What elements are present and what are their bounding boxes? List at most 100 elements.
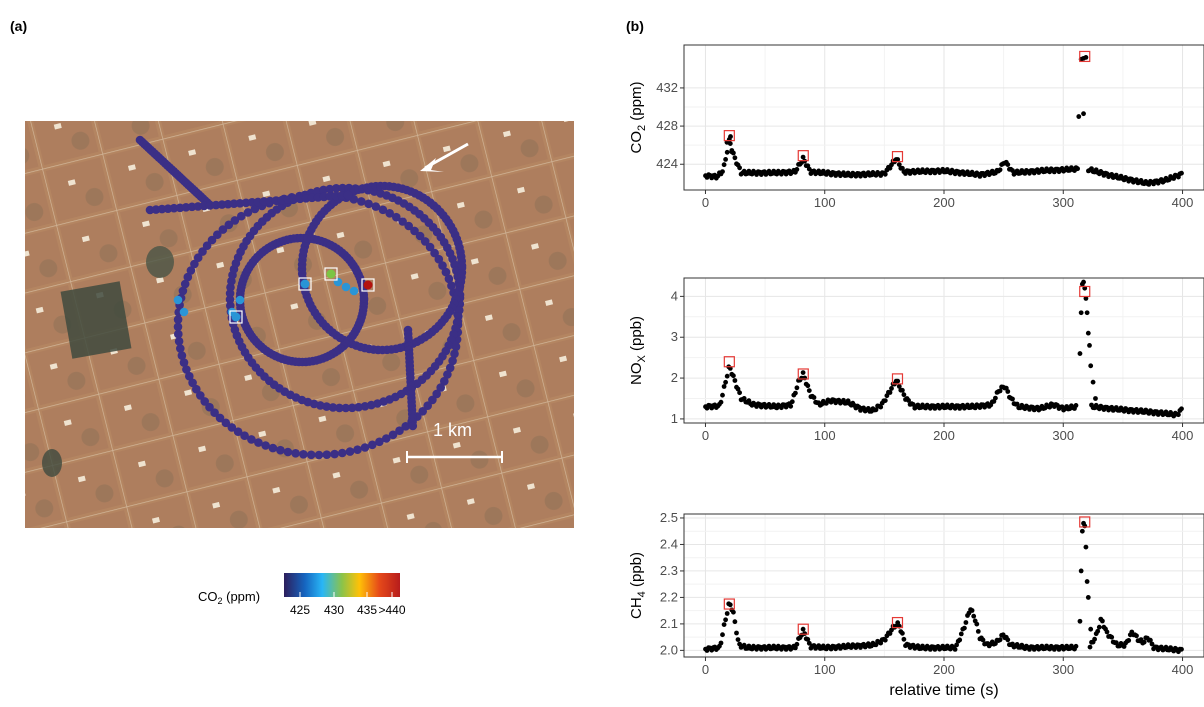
peak-marker-box <box>361 278 375 292</box>
x-tick-label: 400 <box>1172 195 1194 210</box>
data-point <box>741 396 747 401</box>
data-point <box>1073 403 1079 408</box>
track-point-elevated <box>235 295 245 305</box>
y-tick-label: 4 <box>671 288 678 303</box>
panel-co: 0 100 200 300 400 424 428 432 CO2 (ppm) <box>628 44 1204 210</box>
data-point <box>952 647 958 652</box>
data-point <box>1083 55 1089 60</box>
data-point <box>882 398 888 403</box>
track-point <box>368 440 377 450</box>
peak-marker <box>1079 285 1091 298</box>
track-point <box>225 289 235 298</box>
peak-marker-box <box>298 277 312 291</box>
track-point <box>182 365 191 374</box>
x-tick-label: 0 <box>702 195 709 210</box>
data-point <box>896 384 902 389</box>
data-point <box>889 627 894 633</box>
track-point-elevated <box>349 286 359 296</box>
data-point <box>896 162 902 168</box>
colorbar: CO2 (ppm) 425 430 435 >440 <box>198 573 406 617</box>
data-point <box>1079 528 1085 534</box>
panel-no: 0 100 200 300 400 1 2 3 4 NOX (ppb) <box>628 277 1204 443</box>
data-point <box>806 640 812 646</box>
data-point <box>962 625 967 631</box>
x-tick-label: 400 <box>1172 662 1194 677</box>
data-point <box>794 385 800 391</box>
data-point <box>901 636 907 642</box>
colorbar-ticks: 425 430 435 >440 <box>290 592 406 617</box>
track-point <box>215 413 225 423</box>
track-point <box>183 272 193 282</box>
peak-point <box>326 269 336 279</box>
satellite-map: 1 km <box>25 121 574 528</box>
data-point <box>789 399 795 405</box>
y-tick-label: 2.1 <box>660 616 678 631</box>
panel-label-a: (a) <box>10 18 27 34</box>
data-point <box>723 617 728 623</box>
data-point <box>971 613 977 619</box>
colorbar-ramp <box>284 573 400 597</box>
x-tick-label: 0 <box>702 428 709 443</box>
track-point <box>237 211 246 221</box>
data-point <box>958 631 964 637</box>
data-point <box>1087 342 1092 348</box>
track-point <box>415 231 425 241</box>
track-point <box>225 295 235 304</box>
x-tick-label: 200 <box>933 195 955 210</box>
data-point <box>1081 279 1086 285</box>
track-point <box>276 445 285 455</box>
track-point <box>233 427 243 437</box>
data-point <box>957 637 963 643</box>
peak-marker <box>723 356 735 368</box>
data-points <box>703 55 1184 187</box>
data-point <box>800 154 806 160</box>
colorbar-tick-label: 425 <box>290 603 310 617</box>
data-point <box>793 645 798 651</box>
data-point <box>1141 639 1147 645</box>
track-point <box>254 438 263 447</box>
data-point <box>1176 412 1181 418</box>
track-point <box>268 443 278 453</box>
data-points <box>703 279 1184 419</box>
data-point <box>721 162 727 168</box>
y-tick-label: 1 <box>671 411 678 426</box>
track-point <box>299 450 308 459</box>
x-tick-label: 400 <box>1172 428 1194 443</box>
data-point <box>720 169 725 175</box>
track-point <box>283 447 293 457</box>
data-point <box>1134 633 1139 639</box>
track-point <box>341 403 351 413</box>
data-point <box>1179 646 1184 652</box>
data-point <box>1077 618 1083 624</box>
x-tick-label: 300 <box>1052 195 1074 210</box>
data-point <box>1092 636 1097 642</box>
track-point <box>306 450 316 460</box>
data-point <box>1078 568 1084 574</box>
y-tick-label: 428 <box>656 118 678 133</box>
data-point <box>1005 637 1011 643</box>
data-point <box>1096 624 1102 630</box>
peak-marker <box>723 598 735 610</box>
peak-marker-box <box>229 310 243 324</box>
track-point <box>330 449 339 459</box>
peak-point <box>231 312 241 322</box>
track-point <box>392 212 401 222</box>
data-point <box>997 637 1003 643</box>
data-point <box>900 630 905 636</box>
track-point <box>186 266 196 275</box>
track-point <box>445 363 455 373</box>
data-point <box>794 641 800 647</box>
data-point <box>723 379 728 385</box>
data-point <box>895 378 901 384</box>
track-point <box>240 431 249 441</box>
peak-marker <box>723 130 735 142</box>
data-point <box>793 390 798 396</box>
data-point <box>1087 644 1093 650</box>
data-point <box>906 398 911 403</box>
highlighted-points <box>229 267 375 324</box>
x-tick-label: 200 <box>933 662 955 677</box>
data-point <box>718 399 724 405</box>
data-point <box>802 375 808 381</box>
track-point <box>444 274 454 284</box>
colorbar-label: CO2 (ppm) <box>198 589 260 606</box>
